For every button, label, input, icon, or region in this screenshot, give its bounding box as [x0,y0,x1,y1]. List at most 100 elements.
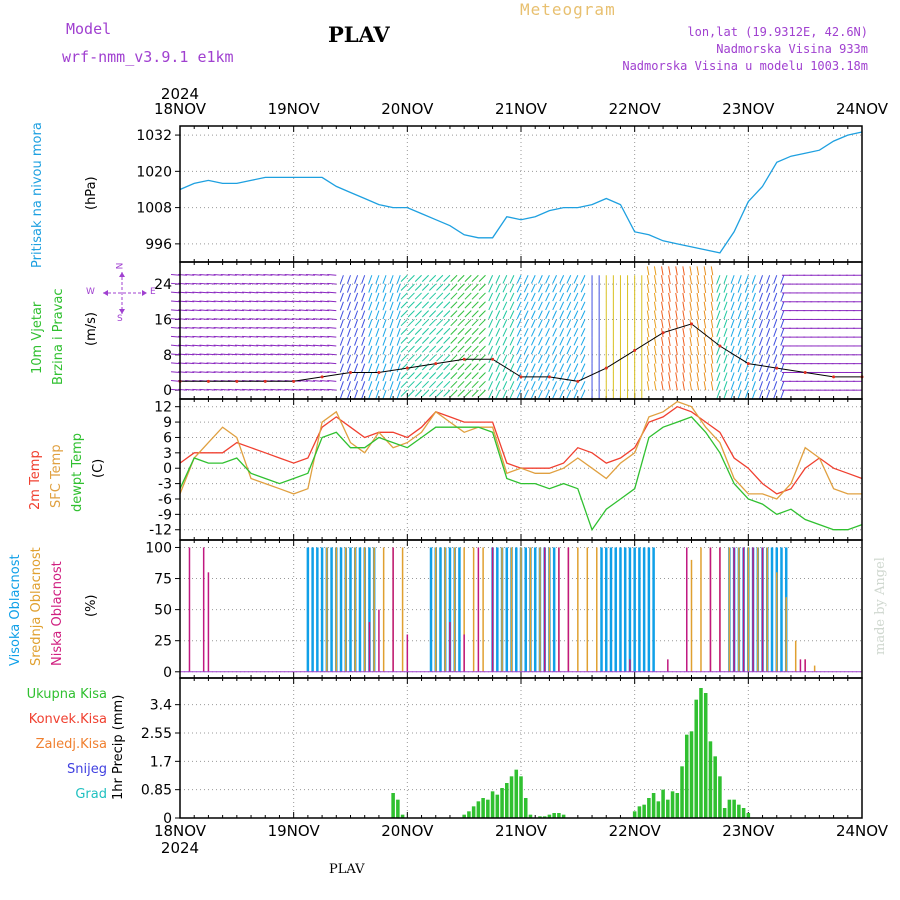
precip-bar [741,808,746,818]
wind-arrow [471,283,479,291]
wind-arrow [327,318,337,320]
wind-arrow [256,344,266,347]
wind-arrow [758,301,764,311]
wind-arrow [780,275,785,284]
cloud-ylabel: (%) [84,594,99,618]
wind-arrow [185,362,195,365]
wind-arrow [443,380,451,389]
wind-arrow [566,389,572,399]
wind-arrow [320,380,330,382]
wind-arrow [382,292,387,302]
wind-arrow [710,337,714,347]
wind-arrow [320,388,330,391]
wind-arrow [758,336,764,346]
precip-bar [561,814,566,818]
cloud-low-bar [752,547,754,672]
wind-arrow [249,318,259,320]
wind-arrow [400,274,408,282]
wind-arrow [730,389,735,399]
wind-arrow [234,344,244,347]
wind-arrow [263,353,273,356]
wind-arrow [703,292,707,302]
wind-arrow [185,282,195,285]
cloud-high-bar [609,547,613,672]
wind-arrow [758,319,764,329]
wind-arrow [277,344,287,347]
wind-arrow [220,327,230,329]
wind-arrow [368,372,373,382]
wind-arrow [346,275,351,284]
precip-bar [684,734,689,818]
wind-arrow [382,372,387,382]
wind-arrow [320,362,330,365]
wind-arrow [696,363,700,373]
wind-arrow [429,354,437,362]
wind-arrow [368,381,373,390]
wind-arrow [502,310,508,319]
wind-arrow [523,345,529,355]
wind-arrow [305,353,316,356]
wind-arrow [375,301,380,311]
wind-arrow [552,275,557,284]
wind-arrow [450,310,458,318]
wind-arrow [696,283,700,294]
precip-bar [680,766,684,818]
wind-arrow [242,327,252,329]
wind-arrow [185,300,195,303]
wind-arrow [471,310,479,318]
wind-arrow [703,319,707,329]
wind-arrow [305,335,316,338]
wind-arrow [566,363,572,373]
wind-arrow [185,291,195,294]
wind-arrow [538,319,543,328]
wind-arrow [414,274,422,282]
wind-arrow [277,353,287,356]
pressure-ylabel: (hPa) [84,176,99,210]
precip-bar [737,804,741,818]
wind-arrow [716,389,721,399]
cloud-high-bar [600,547,603,672]
precip-bar [476,801,481,818]
wind-arrow [327,300,337,303]
wind-arrow [242,335,252,338]
wind-arrow [758,389,764,399]
cloud-mid-bar [354,547,356,672]
wind-arrow [737,319,742,329]
wind-arrow [682,301,685,311]
precip-bar [651,793,656,818]
wind-arrow [375,328,380,337]
precip-bar [505,783,509,818]
wind-arrow [559,319,565,328]
wind-gust-point [263,379,267,383]
wind-arrow [339,292,344,302]
wind-arrow [375,310,380,320]
wind-arrow [661,319,664,329]
wind-arrow [206,300,216,303]
wind-arrow [368,310,373,320]
wind-arrow [457,380,465,389]
wind-arrow [436,372,444,380]
cloud-low-bar [392,547,394,672]
cloud-low-bar [686,547,688,672]
y-tick-label: 25 [154,634,172,650]
wind-arrow [751,275,756,284]
cloud-high-bar [448,547,452,672]
wind-arrow [668,292,671,302]
wind-arrow [421,327,429,336]
wind-arrow [414,283,422,291]
wind-arrow [396,319,401,329]
wind-arrow [478,283,486,291]
x-tick-label-top: 21NOV [495,100,548,118]
cloud-low-bar [567,547,570,672]
wind-arrow [502,319,508,328]
cloud-low-bar [378,609,380,672]
wind-arrow [668,372,671,382]
wind-arrow [234,371,244,373]
wind-arrow [464,310,472,318]
wind-arrow [443,301,451,309]
cloud-mid-bar [363,547,366,672]
y-tick-label: 100 [145,540,172,556]
wind-arrow [421,292,429,300]
wind-arrow [758,345,764,355]
wind-arrow [516,283,522,293]
